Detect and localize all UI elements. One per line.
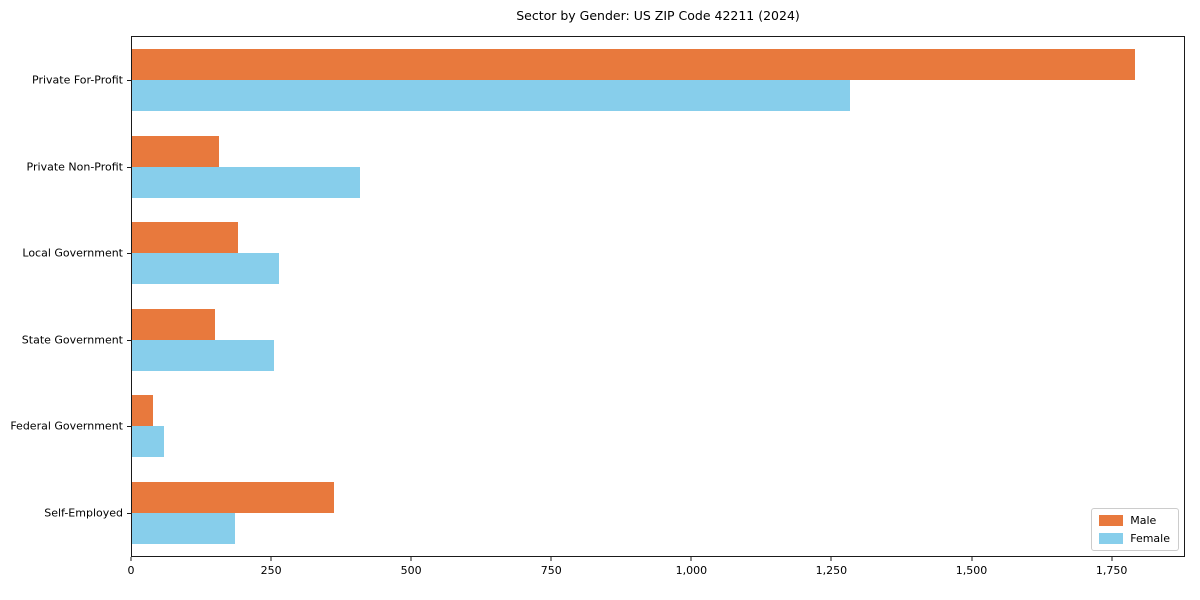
bar-group-state-government: State Government <box>22 297 1184 384</box>
y-axis-tick <box>127 166 131 168</box>
legend-label: Female <box>1130 532 1170 545</box>
legend-item-male: Male <box>1099 514 1170 527</box>
female-bar <box>132 426 164 458</box>
male-bar <box>132 395 154 427</box>
female-bar <box>132 166 360 198</box>
x-axis-tick-label: 750 <box>540 564 562 577</box>
bar-group-self-employed: Self-Employed <box>44 470 1184 557</box>
y-axis-label: Local Government <box>22 246 123 260</box>
y-axis-tick <box>127 512 131 514</box>
x-axis-tick-label: 1,250 <box>815 564 848 577</box>
plot-area: Private For-Profit Private Non-Profit Loca… <box>10 36 1185 557</box>
y-axis-label: Private For-Profit <box>32 73 123 87</box>
y-axis-tick <box>127 80 131 82</box>
x-axis-tick <box>130 557 132 561</box>
x-axis-tick-label: 1,500 <box>955 564 988 577</box>
female-bar <box>132 339 275 371</box>
bar-group-private-for-profit: Private For-Profit <box>32 37 1184 124</box>
female-bar <box>132 253 279 285</box>
legend-label: Male <box>1130 514 1157 527</box>
female-bar <box>132 80 851 112</box>
y-axis-tick <box>127 253 131 255</box>
male-swatch-icon <box>1099 515 1124 526</box>
bar-group-private-non-profit: Private Non-Profit <box>27 124 1184 211</box>
male-bar <box>132 481 335 513</box>
male-bar <box>132 308 215 340</box>
male-bar <box>132 49 1135 81</box>
bar-group-local-government: Local Government <box>22 210 1184 297</box>
x-axis-tick <box>550 557 552 561</box>
y-axis-label: Federal Government <box>10 419 123 433</box>
x-axis-tick <box>410 557 412 561</box>
x-axis-tick-label: 0 <box>127 564 135 577</box>
x-axis-tick-label: 1,750 <box>1095 564 1128 577</box>
y-axis-label: Private Non-Profit <box>26 160 123 174</box>
x-axis-tick <box>1111 557 1113 561</box>
legend: Male Female <box>1091 508 1179 551</box>
male-bar <box>132 222 238 254</box>
female-bar <box>132 512 235 544</box>
x-axis-tick-label: 500 <box>400 564 422 577</box>
y-axis-label: State Government <box>21 333 123 347</box>
female-swatch-icon <box>1099 533 1124 544</box>
legend-item-female: Female <box>1099 532 1170 545</box>
chart-title: Sector by Gender: US ZIP Code 42211 (202… <box>516 8 800 23</box>
x-axis-tick <box>690 557 692 561</box>
x-axis-tick <box>270 557 272 561</box>
x-axis-tick-label: 1,000 <box>675 564 708 577</box>
y-axis-tick <box>127 339 131 341</box>
y-axis-tick <box>127 426 131 428</box>
x-axis-tick-label: 250 <box>260 564 282 577</box>
x-axis-tick <box>971 557 972 561</box>
male-bar <box>132 135 219 167</box>
x-axis-tick <box>830 557 832 561</box>
bar-group-federal-government: Federal Government <box>10 383 1184 470</box>
y-axis-label: Self-Employed <box>44 506 123 520</box>
